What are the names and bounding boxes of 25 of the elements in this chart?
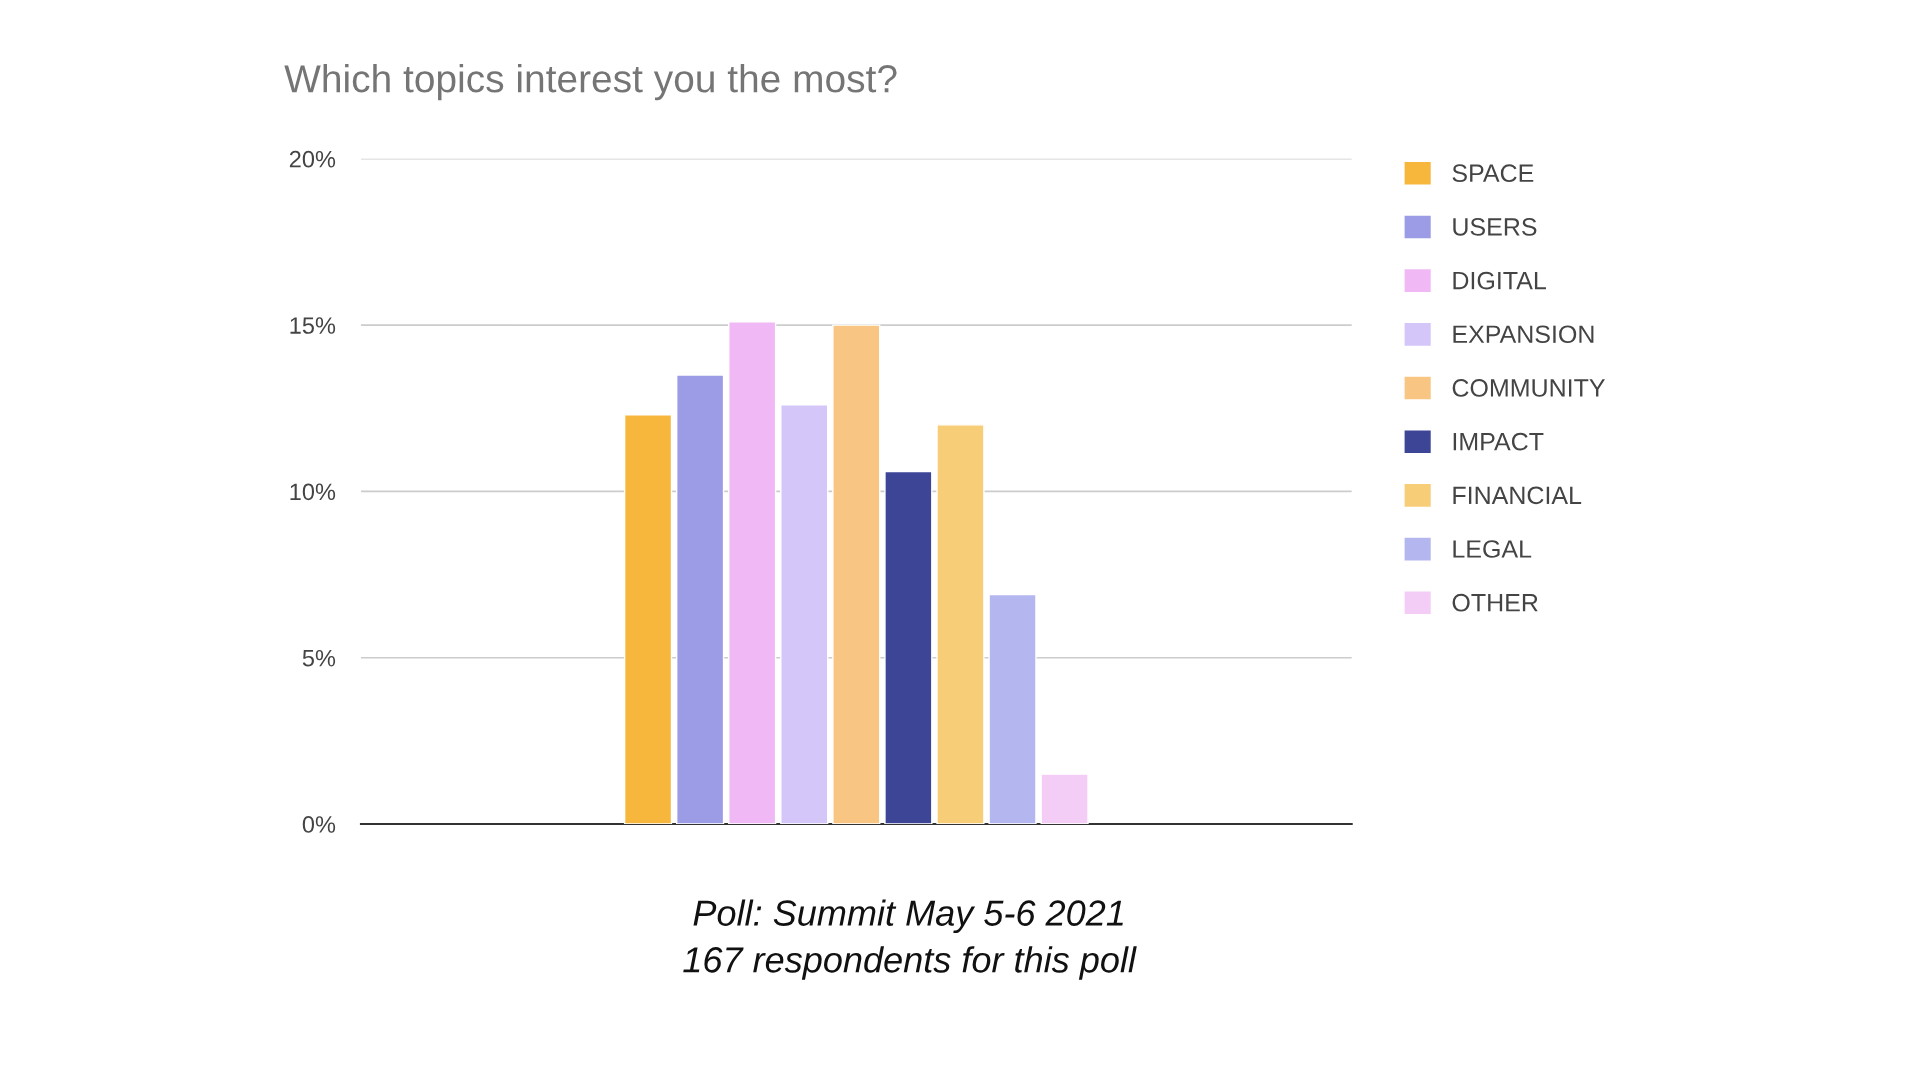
legend-label: SPACE — [1452, 164, 1534, 183]
bar — [936, 424, 985, 825]
bar — [780, 404, 829, 825]
y-tick-label: 15% — [290, 317, 336, 334]
bar — [728, 321, 777, 825]
y-tick-label: 20% — [289, 150, 336, 168]
legend-label: DIGITAL — [1453, 271, 1546, 290]
bar — [884, 470, 933, 825]
legend-label: FINANCIAL — [1453, 486, 1582, 505]
legend-label: LEGAL — [1453, 540, 1532, 558]
bar — [623, 414, 673, 825]
y-tick-label: 5% — [302, 649, 336, 667]
legend-label: OTHER — [1452, 593, 1538, 612]
bar — [832, 324, 881, 825]
legend-label: IMPACT — [1453, 432, 1544, 451]
y-tick-label: 0% — [302, 816, 336, 833]
bar — [675, 374, 725, 825]
legend-label: COMMUNITY — [1452, 379, 1605, 397]
bar — [1040, 773, 1089, 825]
y-tick-label: 10% — [290, 483, 336, 501]
legend-label: EXPANSION — [1453, 325, 1594, 344]
chart-title: Which topics interest you the most? — [284, 63, 897, 101]
legend-label: USERS — [1453, 218, 1537, 236]
text: Poll: Summit May 5-6 2021 167 respondents for this poll — [683, 899, 1137, 980]
bar — [988, 593, 1037, 825]
